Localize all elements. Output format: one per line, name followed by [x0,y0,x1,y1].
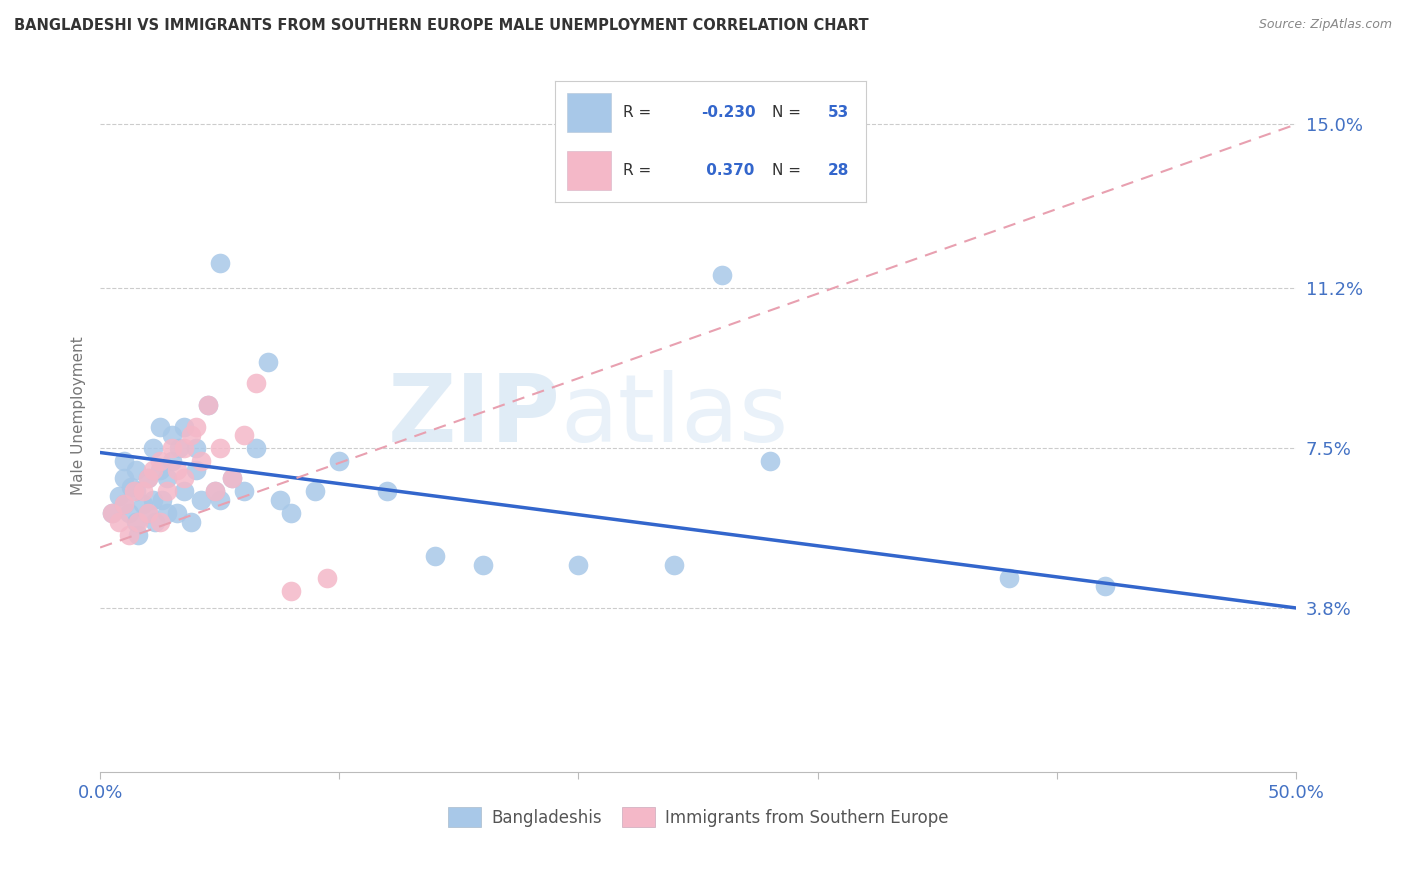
Point [108,515,131,529]
Point [316,571,339,585]
Point [160,454,183,468]
Point [173,471,195,485]
Point [180,428,202,442]
Point [136,471,159,485]
Point [184,463,207,477]
Point [149,515,172,529]
Point [136,506,159,520]
Point [156,506,179,520]
Point [167,441,190,455]
Point [142,463,165,477]
Point [149,419,172,434]
Point [423,549,446,563]
Point [471,558,494,572]
Point [232,428,254,442]
Point [160,428,183,442]
Point [112,471,135,485]
Point [204,484,226,499]
Point [127,527,149,541]
Point [118,527,141,541]
Point [173,484,195,499]
Point [142,493,165,508]
Point [204,484,226,499]
Point [156,471,179,485]
Legend: Bangladeshis, Immigrants from Southern Europe: Bangladeshis, Immigrants from Southern E… [439,799,957,835]
Point [304,484,326,499]
Point [120,480,142,494]
Point [125,515,148,529]
Point [142,441,165,455]
Point [190,493,212,508]
Point [136,506,159,520]
Point [149,454,172,468]
Point [375,484,398,499]
Point [125,463,148,477]
Point [125,484,148,499]
Text: atlas: atlas [561,370,789,462]
Point [221,471,243,485]
Point [280,506,302,520]
Point [150,493,173,508]
Point [173,441,195,455]
Point [112,454,135,468]
Point [149,463,172,477]
Y-axis label: Male Unemployment: Male Unemployment [72,336,86,495]
Point [180,515,202,529]
Point [232,484,254,499]
Point [101,506,124,520]
Point [108,489,131,503]
Point [256,355,278,369]
Point [208,255,231,269]
Point [190,454,212,468]
Point [122,484,145,499]
Point [166,463,188,477]
Point [759,454,782,468]
Point [711,268,734,283]
Point [156,484,179,499]
Text: Source: ZipAtlas.com: Source: ZipAtlas.com [1258,18,1392,31]
Text: BANGLADESHI VS IMMIGRANTS FROM SOUTHERN EUROPE MALE UNEMPLOYMENT CORRELATION CHA: BANGLADESHI VS IMMIGRANTS FROM SOUTHERN … [14,18,869,33]
Point [136,471,159,485]
Point [998,571,1021,585]
Point [112,497,135,511]
Point [112,497,135,511]
Point [662,558,685,572]
Point [143,515,166,529]
Point [173,419,195,434]
Point [245,441,267,455]
Point [166,506,188,520]
Point [197,398,219,412]
Point [245,376,267,391]
Point [280,583,302,598]
Point [208,441,231,455]
Point [118,506,141,520]
Point [127,515,149,529]
Point [132,484,155,499]
Point [208,493,231,508]
Point [184,441,207,455]
Point [567,558,589,572]
Point [184,419,207,434]
Point [221,471,243,485]
Point [1094,579,1116,593]
Point [328,454,350,468]
Text: ZIP: ZIP [388,370,561,462]
Point [132,497,155,511]
Point [160,441,183,455]
Point [269,493,291,508]
Point [101,506,124,520]
Point [197,398,219,412]
